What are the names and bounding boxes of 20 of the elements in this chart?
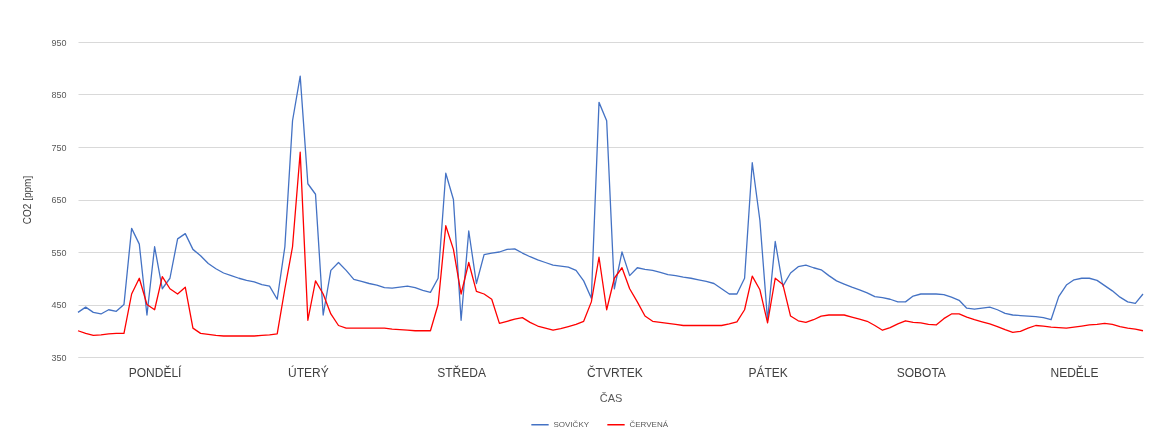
x-tick-label: PONDĚLÍ bbox=[128, 364, 183, 380]
line-series bbox=[77, 75, 1144, 321]
x-tick-label: PÁTEK bbox=[748, 364, 788, 380]
y-tick-label: 350 bbox=[51, 352, 67, 363]
legend-label: SOVIČKY bbox=[553, 419, 590, 429]
y-tick-label: 550 bbox=[51, 247, 67, 258]
x-tick-label: STŘEDA bbox=[437, 364, 486, 380]
line-series bbox=[77, 151, 1144, 337]
y-tick-label: 450 bbox=[51, 300, 67, 310]
y-tick-label: 850 bbox=[51, 90, 67, 100]
y-tick-label: 750 bbox=[51, 142, 67, 153]
x-tick-label: ÚTERÝ bbox=[288, 364, 329, 380]
y-tick-label: 950 bbox=[51, 37, 67, 48]
legend-label: ČERVENÁ bbox=[629, 419, 669, 429]
y-tick-label: 650 bbox=[51, 195, 67, 205]
x-tick-label: SOBOTA bbox=[896, 365, 946, 380]
y-axis-title: CO2 [ppm] bbox=[22, 175, 34, 225]
x-tick-label: ČTVRTEK bbox=[586, 364, 643, 380]
x-tick-label: NEDĚLE bbox=[1050, 364, 1099, 380]
x-axis-title: ČAS bbox=[599, 391, 623, 404]
